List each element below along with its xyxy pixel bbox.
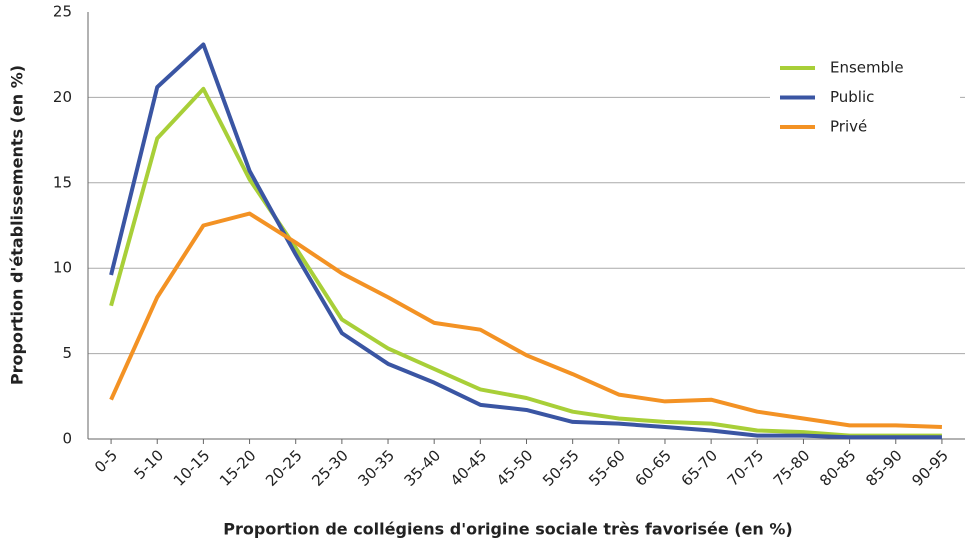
x-tick-label: 50-55 bbox=[539, 446, 583, 490]
x-tick-label: 70-75 bbox=[724, 446, 768, 490]
x-axis-title: Proportion de collégiens d'origine socia… bbox=[223, 520, 792, 539]
y-tick-label: 0 bbox=[62, 430, 72, 448]
x-tick-label: 80-85 bbox=[816, 446, 860, 490]
x-tick-label: 60-65 bbox=[631, 446, 675, 490]
x-tick-label: 85-90 bbox=[862, 446, 906, 490]
legend-label: Privé bbox=[830, 118, 867, 136]
x-tick-label: 45-50 bbox=[493, 446, 537, 490]
x-tick-label: 25-30 bbox=[308, 446, 352, 490]
y-tick-label: 25 bbox=[53, 3, 72, 21]
x-tick-label: 65-70 bbox=[678, 446, 722, 490]
legend-label: Ensemble bbox=[830, 59, 904, 77]
x-tick-label: 10-15 bbox=[170, 446, 214, 490]
y-tick-label: 5 bbox=[62, 344, 72, 362]
y-tick-label: 10 bbox=[53, 259, 72, 277]
x-tick-label: 0-5 bbox=[91, 446, 121, 476]
series-line bbox=[109, 86, 942, 438]
y-tick-label: 15 bbox=[53, 173, 72, 191]
y-axis-title: Proportion d'établissements (en %) bbox=[8, 65, 27, 385]
x-tick-label: 75-80 bbox=[770, 446, 814, 490]
series-line bbox=[109, 211, 942, 430]
x-tick-label: 15-20 bbox=[216, 446, 260, 490]
x-tick-label: 90-95 bbox=[908, 446, 952, 490]
x-tick-label: 5-10 bbox=[130, 446, 167, 483]
y-tick-label: 20 bbox=[53, 88, 72, 106]
legend-label: Public bbox=[830, 88, 874, 106]
x-tick-label: 40-45 bbox=[447, 446, 491, 490]
series-line bbox=[109, 42, 942, 440]
x-tick-label: 35-40 bbox=[401, 446, 445, 490]
x-tick-label: 20-25 bbox=[262, 446, 306, 490]
x-tick-label: 30-35 bbox=[354, 446, 398, 490]
x-tick-label: 55-60 bbox=[585, 446, 629, 490]
